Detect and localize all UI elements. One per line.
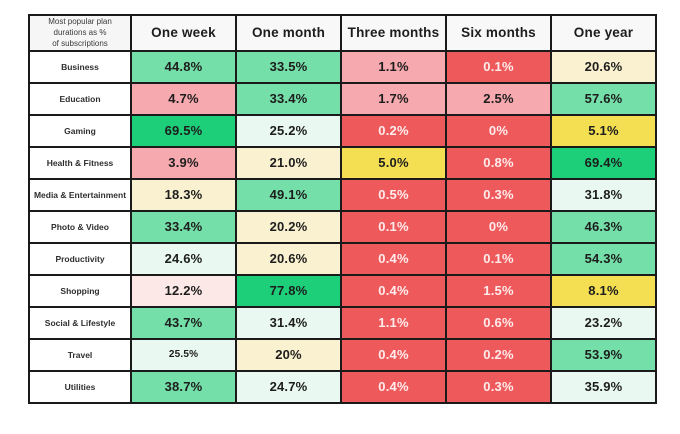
row-label: Utilities	[28, 369, 132, 404]
table-row: Media & Entertainment 18.3% 49.1% 0.5% 0.3% 3…	[28, 177, 657, 212]
value-cell: 23.2%	[550, 305, 657, 340]
value-cell: 0.1%	[340, 209, 447, 244]
value-cell: 0.4%	[340, 241, 447, 276]
value-cell: 0.6%	[445, 305, 552, 340]
value-cell: 8.1%	[550, 273, 657, 308]
value-cell: 0.3%	[445, 369, 552, 404]
value-cell: 3.9%	[130, 145, 237, 180]
value-cell: 20%	[235, 337, 342, 372]
value-cell: 31.8%	[550, 177, 657, 212]
value-cell: 0%	[445, 209, 552, 244]
value-cell: 25.5%	[130, 337, 237, 372]
table-row: Education 4.7% 33.4% 1.7% 2.5% 57.6%	[28, 81, 657, 116]
row-label: Health & Fitness	[28, 145, 132, 180]
value-cell: 46.3%	[550, 209, 657, 244]
table-row: Photo & Video 33.4% 20.2% 0.1% 0% 46.3%	[28, 209, 657, 244]
row-label: Social & Lifestyle	[28, 305, 132, 340]
value-cell: 0.2%	[445, 337, 552, 372]
value-cell: 0.8%	[445, 145, 552, 180]
value-cell: 35.9%	[550, 369, 657, 404]
table-body: Business 44.8% 33.5% 1.1% 0.1% 20.6% Education…	[28, 49, 657, 404]
value-cell: 57.6%	[550, 81, 657, 116]
value-cell: 25.2%	[235, 113, 342, 148]
value-cell: 69.5%	[130, 113, 237, 148]
row-label: Education	[28, 81, 132, 116]
table-row: Utilities 38.7% 24.7% 0.4% 0.3% 35.9%	[28, 369, 657, 404]
value-cell: 1.5%	[445, 273, 552, 308]
value-cell: 20.6%	[550, 49, 657, 84]
value-cell: 33.5%	[235, 49, 342, 84]
row-label: Productivity	[28, 241, 132, 276]
value-cell: 0.5%	[340, 177, 447, 212]
row-label: Shopping	[28, 273, 132, 308]
column-header: One year	[550, 14, 657, 52]
value-cell: 21.0%	[235, 145, 342, 180]
value-cell: 4.7%	[130, 81, 237, 116]
row-label: Business	[28, 49, 132, 84]
value-cell: 0%	[445, 113, 552, 148]
value-cell: 54.3%	[550, 241, 657, 276]
table-row: Productivity 24.6% 20.6% 0.4% 0.1% 54.3%	[28, 241, 657, 276]
column-header: Three months	[340, 14, 447, 52]
value-cell: 31.4%	[235, 305, 342, 340]
value-cell: 1.1%	[340, 49, 447, 84]
value-cell: 0.4%	[340, 337, 447, 372]
value-cell: 49.1%	[235, 177, 342, 212]
value-cell: 2.5%	[445, 81, 552, 116]
value-cell: 33.4%	[235, 81, 342, 116]
value-cell: 5.0%	[340, 145, 447, 180]
table-row: Gaming 69.5% 25.2% 0.2% 0% 5.1%	[28, 113, 657, 148]
column-header: One month	[235, 14, 342, 52]
value-cell: 69.4%	[550, 145, 657, 180]
value-cell: 18.3%	[130, 177, 237, 212]
value-cell: 0.3%	[445, 177, 552, 212]
value-cell: 0.1%	[445, 49, 552, 84]
table-row: Health & Fitness 3.9% 21.0% 5.0% 0.8% 69.4%	[28, 145, 657, 180]
value-cell: 1.7%	[340, 81, 447, 116]
value-cell: 0.1%	[445, 241, 552, 276]
column-header: Six months	[445, 14, 552, 52]
value-cell: 12.2%	[130, 273, 237, 308]
table-row: Business 44.8% 33.5% 1.1% 0.1% 20.6%	[28, 49, 657, 84]
column-header: One week	[130, 14, 237, 52]
value-cell: 0.2%	[340, 113, 447, 148]
value-cell: 5.1%	[550, 113, 657, 148]
row-label: Gaming	[28, 113, 132, 148]
value-cell: 0.4%	[340, 369, 447, 404]
value-cell: 33.4%	[130, 209, 237, 244]
table-row: Shopping 12.2% 77.8% 0.4% 1.5% 8.1%	[28, 273, 657, 308]
value-cell: 24.6%	[130, 241, 237, 276]
table-row: Social & Lifestyle 43.7% 31.4% 1.1% 0.6% 23.2…	[28, 305, 657, 340]
value-cell: 53.9%	[550, 337, 657, 372]
corner-header: Most popular plan durations as % of subs…	[28, 14, 132, 52]
value-cell: 38.7%	[130, 369, 237, 404]
value-cell: 20.2%	[235, 209, 342, 244]
value-cell: 77.8%	[235, 273, 342, 308]
row-label: Photo & Video	[28, 209, 132, 244]
header-row: Most popular plan durations as % of subs…	[28, 14, 657, 52]
value-cell: 24.7%	[235, 369, 342, 404]
value-cell: 44.8%	[130, 49, 237, 84]
table-row: Travel 25.5% 20% 0.4% 0.2% 53.9%	[28, 337, 657, 372]
value-cell: 1.1%	[340, 305, 447, 340]
value-cell: 0.4%	[340, 273, 447, 308]
value-cell: 43.7%	[130, 305, 237, 340]
value-cell: 20.6%	[235, 241, 342, 276]
row-label: Media & Entertainment	[28, 177, 132, 212]
row-label: Travel	[28, 337, 132, 372]
plan-duration-heatmap-table: Most popular plan durations as % of subs…	[28, 14, 657, 404]
